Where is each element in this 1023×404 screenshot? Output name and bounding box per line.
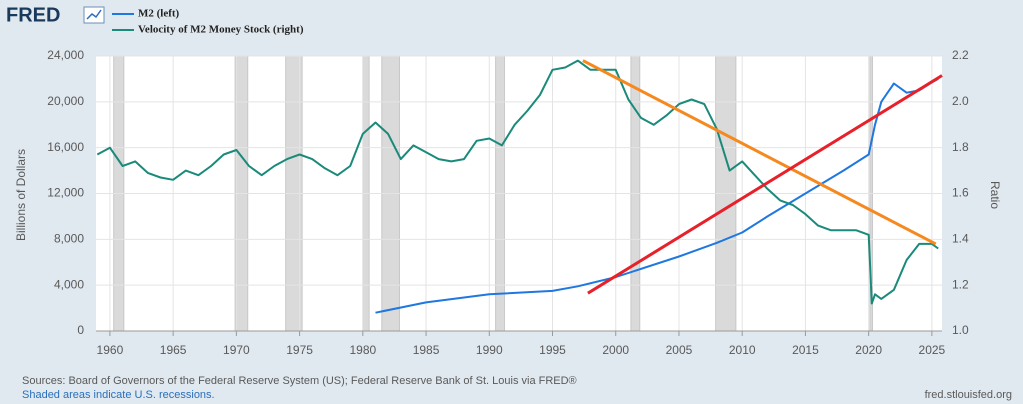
recession-note[interactable]: Shaded areas indicate U.S. recessions. bbox=[22, 389, 215, 401]
x-tick-label: 1985 bbox=[413, 343, 440, 357]
y-axis-label: Billions of Dollars bbox=[14, 149, 28, 241]
x-tick-label: 1975 bbox=[286, 343, 313, 357]
series-line bbox=[96, 59, 939, 305]
y2-tick-label: 2.0 bbox=[952, 94, 969, 108]
x-tick-label: 1995 bbox=[539, 343, 566, 357]
trend-line bbox=[582, 59, 937, 246]
y-tick-label: 4,000 bbox=[54, 277, 84, 291]
series-line bbox=[375, 78, 939, 314]
legend-label: Velocity of M2 Money Stock (right) bbox=[138, 24, 304, 36]
y2-tick-label: 1.2 bbox=[952, 277, 969, 291]
x-tick-label: 1980 bbox=[349, 343, 376, 357]
y-tick-label: 16,000 bbox=[47, 140, 84, 154]
x-tick-label: 1965 bbox=[160, 343, 187, 357]
y2-tick-label: 1.8 bbox=[952, 140, 969, 154]
y2-tick-label: 1.6 bbox=[952, 186, 969, 200]
y2-tick-label: 1.0 bbox=[952, 323, 969, 337]
logo-icon-line bbox=[86, 9, 102, 20]
legend-label: M2 (left) bbox=[138, 8, 180, 20]
site-link[interactable]: fred.stlouisfed.org bbox=[925, 389, 1012, 401]
sources: Sources: Board of Governors of the Feder… bbox=[22, 375, 577, 387]
x-tick-label: 2015 bbox=[792, 343, 819, 357]
logo: FRED bbox=[6, 4, 60, 26]
x-tick-label: 1960 bbox=[97, 343, 124, 357]
y-tick-label: 24,000 bbox=[47, 48, 84, 62]
x-tick-label: 1970 bbox=[223, 343, 250, 357]
y2-tick-label: 2.2 bbox=[952, 48, 969, 62]
x-tick-label: 2005 bbox=[666, 343, 693, 357]
x-tick-label: 1990 bbox=[476, 343, 503, 357]
y2-tick-label: 1.4 bbox=[952, 232, 969, 246]
x-tick-label: 2025 bbox=[919, 343, 946, 357]
trend-line bbox=[587, 74, 943, 295]
y-tick-label: 0 bbox=[77, 323, 84, 337]
y-tick-label: 12,000 bbox=[47, 186, 84, 200]
y-tick-label: 8,000 bbox=[54, 232, 84, 246]
x-tick-label: 2020 bbox=[855, 343, 882, 357]
y-tick-label: 20,000 bbox=[47, 94, 84, 108]
x-tick-label: 2010 bbox=[729, 343, 756, 357]
y2-axis-label: Ratio bbox=[988, 181, 1002, 209]
x-tick-label: 2000 bbox=[602, 343, 629, 357]
